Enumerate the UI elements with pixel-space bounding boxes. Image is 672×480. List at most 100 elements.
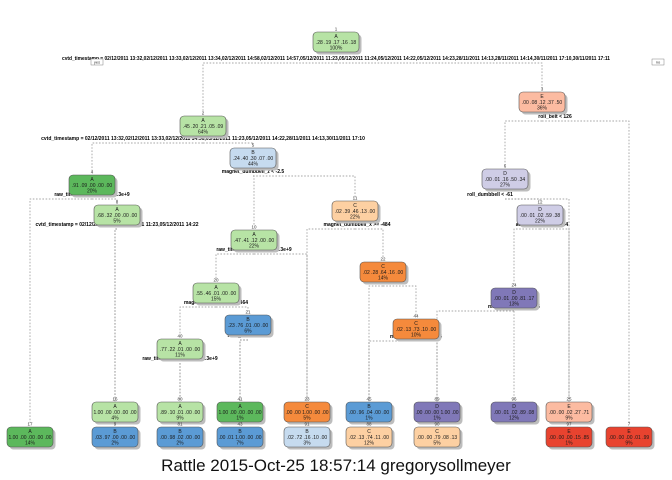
tree-edges <box>29 62 630 423</box>
tree-node: 41 A1.00 .00 .00 .00 .001% <box>216 397 266 425</box>
node-number: 8 <box>116 200 119 205</box>
node-box <box>156 426 204 448</box>
node-box <box>490 287 538 309</box>
node-percent: 1% <box>433 416 441 422</box>
node-probabilities: .00 .00 .02 .27 .71 <box>549 410 590 416</box>
node-box <box>224 314 272 336</box>
node-number: 21 <box>245 310 251 315</box>
node-class: A <box>90 177 94 183</box>
split-label: roll_dumbbell < -61 <box>467 192 513 198</box>
node-number: 23 <box>304 397 310 402</box>
node-class: A <box>28 429 32 435</box>
node-number: 20 <box>213 278 219 283</box>
node-percent: 2% <box>111 441 119 447</box>
node-percent: 36% <box>537 106 548 112</box>
node-probabilities: .00 .00 .79 .08 .13 <box>417 435 458 441</box>
node-probabilities: .77 .22 .01 .00 .00 <box>160 347 201 353</box>
node-box <box>345 401 393 423</box>
tree-node: 97 E.00 .00 .00 .15 .851% <box>545 422 595 450</box>
tree-edge <box>505 198 570 423</box>
node-box <box>283 426 331 448</box>
node-percent: 5% <box>113 219 121 225</box>
node-class: D <box>503 171 507 177</box>
node-box <box>605 426 653 448</box>
node-class: A <box>252 232 256 238</box>
node-percent: 14% <box>378 276 389 282</box>
tree-node: 25 E.00 .00 .02 .27 .719% <box>545 397 595 425</box>
tree-node: 9 B.03 .97 .00 .00 .002% <box>91 422 141 450</box>
tree-node: 7 E.00 .00 .00 .01 .999% <box>605 422 655 450</box>
node-probabilities: .02 .39 .46 .13 .00 <box>335 209 376 215</box>
node-box <box>413 401 461 423</box>
node-number: 7 <box>628 422 631 427</box>
tree-node: 8 A.68 .32 .00 .00 .005% <box>93 200 143 228</box>
node-number: 12 <box>537 200 543 205</box>
tree-edge <box>306 228 355 423</box>
node-box <box>392 318 440 340</box>
node-percent: 10% <box>411 333 422 339</box>
node-percent: 9% <box>565 416 573 422</box>
tree-node: 43 B.00 .01 1.00 .00 .007% <box>216 422 266 450</box>
node-class: E <box>567 404 571 410</box>
node-number: 91 <box>304 422 310 427</box>
node-probabilities: 1.00 .00 .00 .00 .00 <box>218 410 261 416</box>
node-box <box>545 426 593 448</box>
node-number: 45 <box>366 397 372 402</box>
tree-edge <box>215 253 254 279</box>
tree-edge <box>504 120 542 165</box>
node-probabilities: .45 .20 .21 .05 .09 <box>183 124 224 130</box>
node-box <box>6 426 54 448</box>
node-class: A <box>201 118 205 124</box>
node-probabilities: 1.00 .00 .00 .00 .00 <box>8 435 51 441</box>
node-probabilities: .00 .01 1.00 .00 .00 <box>218 435 261 441</box>
tree-edge <box>542 120 630 423</box>
node-number: 9 <box>114 422 117 427</box>
tree-node: 16 A1.00 .00 .00 .00 .004% <box>91 397 141 425</box>
node-class: B <box>251 150 255 156</box>
node-percent: 44% <box>248 162 259 168</box>
node-class: A <box>214 285 218 291</box>
node-class: B <box>367 404 371 410</box>
node-percent: 1% <box>236 416 244 422</box>
node-percent: 11% <box>175 353 185 359</box>
node-number: 44 <box>413 314 419 319</box>
node-percent: 22% <box>249 244 260 250</box>
node-probabilities: .03 .97 .00 .00 .00 <box>95 435 136 441</box>
node-class: A <box>238 404 242 410</box>
node-probabilities: .00 .08 .12 .37 .50 <box>522 100 563 106</box>
node-probabilities: .47 .41 .12 .00 .00 <box>234 238 275 244</box>
tree-edge <box>368 285 383 398</box>
tree-edge <box>253 175 356 197</box>
node-probabilities: .28 .19 .17 .16 .18 <box>316 40 357 46</box>
tree-node: 91 B.02 .72 .16 .10 .003% <box>283 422 333 450</box>
node-percent: 22% <box>350 215 361 221</box>
node-percent: 1% <box>365 416 373 422</box>
node-probabilities: .00 .00 .00 .01 .99 <box>609 435 650 441</box>
yes-no-labels: yes no <box>90 58 665 66</box>
node-percent: 12% <box>364 441 375 447</box>
node-number: 10 <box>251 225 257 230</box>
tree-node: 81 B.00 .98 .02 .00 .002% <box>156 422 206 450</box>
tree-edge <box>355 228 384 258</box>
node-class: A <box>178 341 182 347</box>
node-number: 97 <box>566 422 572 427</box>
node-percent: 3% <box>303 441 311 447</box>
tree-edge <box>114 228 117 423</box>
node-box <box>91 426 139 448</box>
node-class: C <box>353 203 357 209</box>
node-box <box>91 401 139 423</box>
node-number: 41 <box>237 397 243 402</box>
node-number: 25 <box>566 397 572 402</box>
node-class: D <box>512 404 516 410</box>
node-percent: 7% <box>236 441 244 447</box>
node-probabilities: .00 .01 .02 .89 .08 <box>494 410 535 416</box>
node-box <box>156 401 204 423</box>
node-number: 24 <box>511 283 517 288</box>
